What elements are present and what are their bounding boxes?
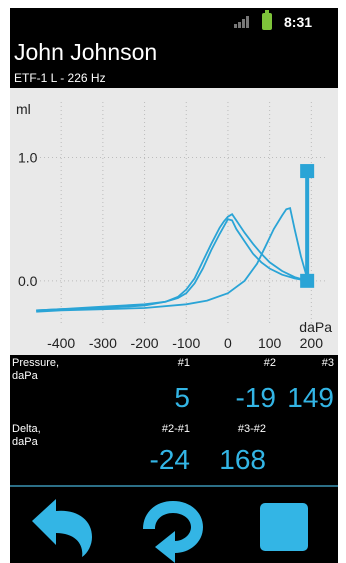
peak-2-value: -19 (235, 382, 276, 413)
x-tick-label: 0 (224, 335, 232, 351)
x-tick-label: -200 (131, 335, 159, 351)
status-bar: 8:31 (10, 8, 338, 36)
patient-name: John Johnson (14, 39, 158, 65)
tympanogram-curve-1 (36, 218, 308, 312)
delta-label: Delta, daPa (12, 423, 41, 448)
repeat-icon (143, 501, 203, 563)
x-axis-label: daPa (299, 319, 332, 335)
chart-svg: 1.0 0.0 -400 -300 -200 -100 0 100 200 ml daPa (16, 101, 332, 351)
x-tick-label: -100 (172, 335, 200, 351)
delta-2-header: #3-#2 (237, 423, 266, 435)
phone-screen: 8:31 John Johnson ETF-1 L - 226 Hz 1.0 0.… (10, 8, 338, 563)
tympanogram-curve-2 (36, 212, 308, 312)
stop-icon (260, 503, 308, 551)
back-arrow-icon (32, 499, 92, 557)
signal-icon (234, 16, 252, 28)
peak-3-header: #3 (321, 357, 334, 369)
action-bar (10, 485, 338, 563)
repeat-button[interactable] (119, 487, 228, 563)
range-marker-bottom[interactable] (300, 273, 315, 288)
peak-2-header: #2 (263, 357, 276, 369)
test-info: ETF-1 L - 226 Hz (14, 71, 106, 85)
x-tick-label: -400 (47, 335, 75, 351)
pressure-label: Pressure, daPa (12, 357, 60, 382)
delta-1-value: -24 (149, 444, 190, 475)
tympanogram-curve-3 (36, 206, 309, 313)
y-axis-label: ml (16, 101, 31, 117)
peak-3-value: 149 (287, 382, 334, 413)
range-marker-top[interactable] (300, 164, 315, 179)
tympanogram-chart: 1.0 0.0 -400 -300 -200 -100 0 100 200 ml daPa (10, 88, 338, 355)
x-tick-label: 100 (258, 335, 282, 351)
status-time: 8:31 (284, 14, 313, 30)
readouts-panel: Pressure, daPa #1 #2 #3 5 -19 149 Delta,… (10, 355, 338, 485)
delta-2-value: 168 (219, 444, 266, 475)
y-tick-label: 0.0 (18, 273, 38, 289)
y-tick-label: 1.0 (18, 150, 38, 166)
x-tick-label: -300 (89, 335, 117, 351)
delta-1-header: #2-#1 (161, 423, 190, 435)
peak-1-value: 5 (174, 382, 190, 413)
battery-icon (262, 10, 272, 30)
stop-button[interactable] (228, 487, 337, 563)
peak-1-header: #1 (177, 357, 190, 369)
x-tick-label: 200 (300, 335, 324, 351)
back-button[interactable] (10, 487, 119, 563)
